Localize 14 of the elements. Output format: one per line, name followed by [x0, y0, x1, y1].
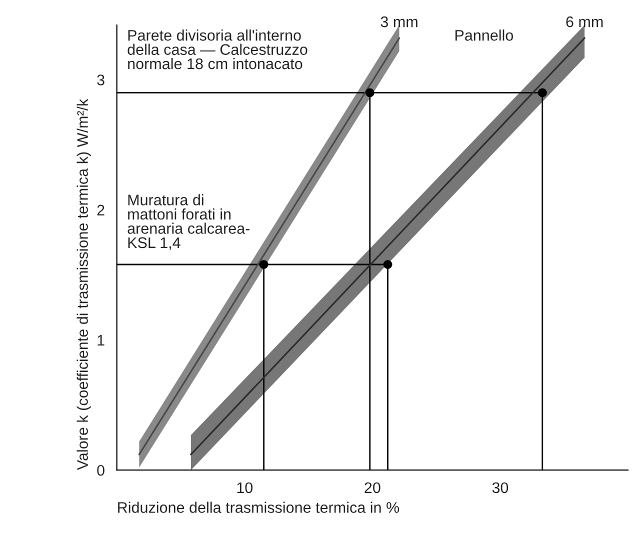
y-tick-label: 0	[97, 464, 104, 476]
annotation: Muratura di mattoni forati in arenaria calcarea- KSL 1,4	[128, 194, 250, 250]
y-tick-label: 2	[97, 204, 104, 216]
x-axis-title: Riduzione della trasmissione termica in %	[118, 502, 400, 513]
x-tick-label: 20	[364, 482, 380, 494]
y-axis-title: Valore k (coefficiente di trasmissione termica k) W/m²/k	[76, 98, 91, 470]
series-label: 6 mm	[566, 16, 603, 28]
x-tick-label: 10	[237, 482, 253, 494]
y-tick-label: 3	[97, 74, 104, 86]
series-label: 3 mm	[380, 16, 418, 28]
x-tick-label: 30	[492, 482, 508, 494]
y-tick-label: 1	[98, 335, 104, 346]
annotation: Parete divisoria all'interno della casa — Calcestruzzo normale 18 cm intonacato	[128, 30, 308, 70]
annotation: Pannello	[455, 30, 514, 41]
